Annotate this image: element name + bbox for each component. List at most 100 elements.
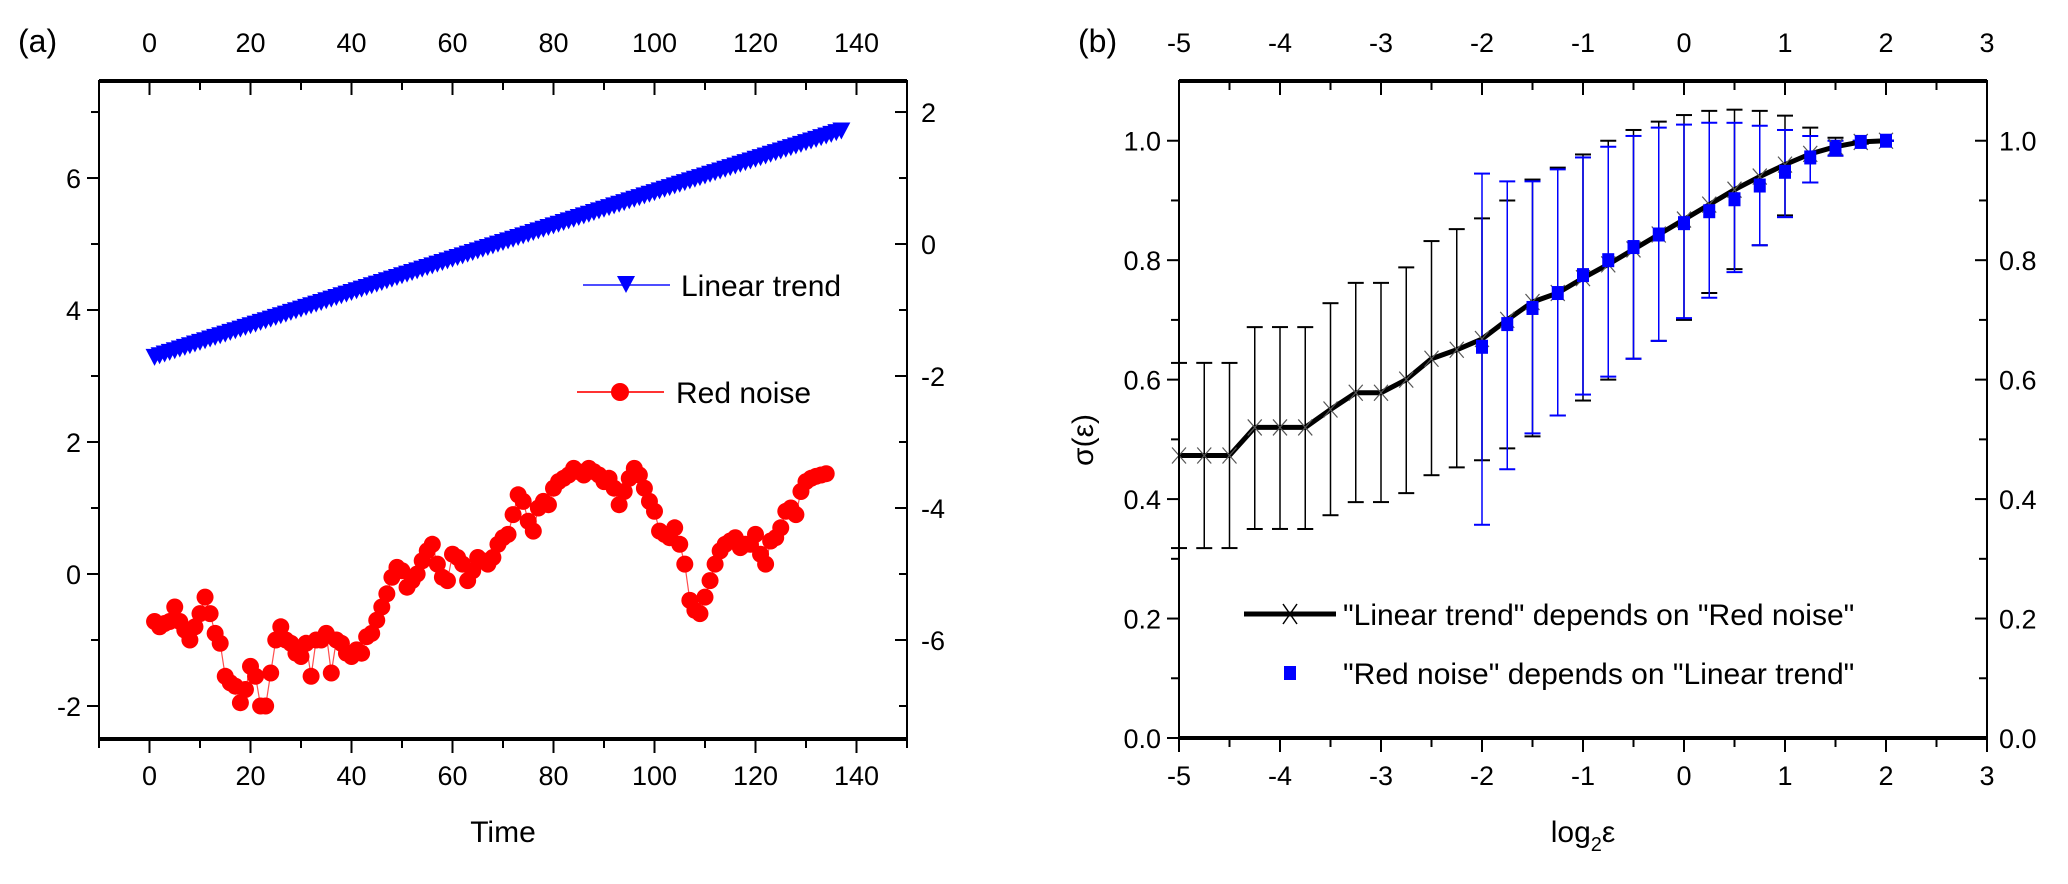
y-tick-label-right: 0.0 [1999,724,2037,754]
red-noise-point [231,694,249,712]
red-noise-point [706,555,724,573]
y-tick-label-right: -4 [921,494,945,524]
legend-red-depends-label: "Red noise" depends on "Linear trend" [1343,658,1854,691]
linear-depends-point [1424,350,1439,368]
red-depends-point [1602,253,1615,268]
red-noise-point [378,585,396,603]
red-noise-point [196,588,214,606]
x-tick-label-top: 140 [834,28,879,58]
x-tick-label-top: 40 [336,28,366,58]
red-depends-point [1880,133,1892,148]
x-tick-label-top: -3 [1369,28,1393,58]
x-tick-label-bottom: -5 [1167,761,1191,791]
y-tick-label-right: 0 [921,230,936,260]
red-depends-point [1501,317,1514,332]
red-depends-point [1526,300,1539,315]
y-tick-label-right: -6 [921,626,945,656]
xlabel-subscript: 2 [1591,834,1602,856]
red-noise-point [423,535,441,553]
red-depends-point [1678,216,1690,231]
y-tick-label-right: 0.2 [1999,605,2037,635]
red-noise-point [363,624,381,642]
x-tick-label-top: 60 [437,28,467,58]
panel-a-legend: Linear trend Red noise [577,270,841,410]
red-noise-point [691,605,709,623]
linear-depends-point [1449,341,1465,359]
x-tick-label-top: -4 [1268,28,1292,58]
red-noise-point [408,565,426,583]
red-noise-point [428,555,446,573]
x-tick-label-bottom: 3 [1979,761,1994,791]
linear-depends-point [1222,447,1237,464]
red-depends-point [1703,204,1716,219]
red-noise-point [646,502,663,520]
red-noise-point [353,644,371,662]
y-tick-label-right: 0.6 [1999,366,2037,396]
red-noise-point [666,519,684,537]
legend-red-noise-marker [611,383,629,401]
x-tick-label-top: 3 [1979,28,1994,58]
red-noise-point [438,572,456,590]
red-depends-point [1753,178,1766,193]
panel-b-ylabel: σ(ε) [1067,414,1100,466]
red-noise-point [610,496,628,514]
linear-depends-point [1323,401,1338,418]
x-tick-label-bottom: 60 [437,761,467,791]
red-noise-point [257,697,275,715]
x-tick-label-bottom: 20 [235,761,265,791]
red-depends-point [1829,141,1842,156]
legend-linear-trend-marker [617,276,635,293]
red-noise-point [262,664,280,682]
red-noise-point [630,466,648,484]
linear-depends-point [1348,384,1364,402]
x-tick-label-top: 0 [1676,28,1691,58]
panel-b-label: (b) [1078,23,1117,59]
x-tick-label-bottom: 140 [834,761,879,791]
red-depends-point [1476,339,1488,354]
red-noise-point [787,506,805,524]
red-noise-point [524,522,542,540]
y-tick-label-right: -2 [921,362,945,392]
x-tick-label-top: 120 [733,28,778,58]
legend-red-depends-marker [1284,666,1296,680]
x-tick-label-bottom: 1 [1777,761,1792,791]
red-noise-point [181,631,199,649]
legend-linear-trend-label: Linear trend [681,270,841,303]
red-noise-point [166,598,184,616]
y-tick-label-left: 1.0 [1123,127,1161,157]
x-tick-label-top: 1 [1777,28,1792,58]
y-tick-label-right: 0.8 [1999,246,2037,276]
red-noise-point [247,667,265,685]
linear-depends-point [1373,384,1389,402]
x-tick-label-bottom: 100 [632,761,677,791]
red-depends-point [1854,134,1867,149]
red-noise-point [817,465,835,483]
red-depends-point [1728,192,1741,207]
x-tick-label-bottom: -4 [1268,761,1292,791]
y-tick-label-left: -2 [57,692,81,722]
red-noise-point [322,664,340,682]
x-tick-label-bottom: 80 [538,761,568,791]
panel-a: (a) 002020404060608080100100120120140140… [18,23,945,849]
x-tick-label-top: 0 [142,28,157,58]
x-tick-label-bottom: 0 [1676,761,1691,791]
legend-linear-depends-label: "Linear trend" depends on "Red noise" [1343,599,1854,632]
x-tick-label-bottom: 2 [1878,761,1893,791]
red-noise-point [201,605,219,623]
legend-red-noise-label: Red noise [676,377,811,410]
red-noise-point [635,479,653,497]
x-tick-label-top: 20 [235,28,265,58]
x-tick-label-top: 80 [538,28,568,58]
red-noise-point [302,667,320,685]
red-noise-point [539,496,557,514]
panel-a-xlabel: Time [470,816,536,849]
y-tick-label-left: 0 [66,560,81,590]
x-tick-label-top: -2 [1470,28,1494,58]
y-tick-label-left: 0.0 [1123,724,1161,754]
panel-b-series [1171,108,1894,550]
linear-depends-point [1196,447,1212,464]
red-noise-point [615,483,633,501]
linear-depends-point [1398,371,1414,389]
